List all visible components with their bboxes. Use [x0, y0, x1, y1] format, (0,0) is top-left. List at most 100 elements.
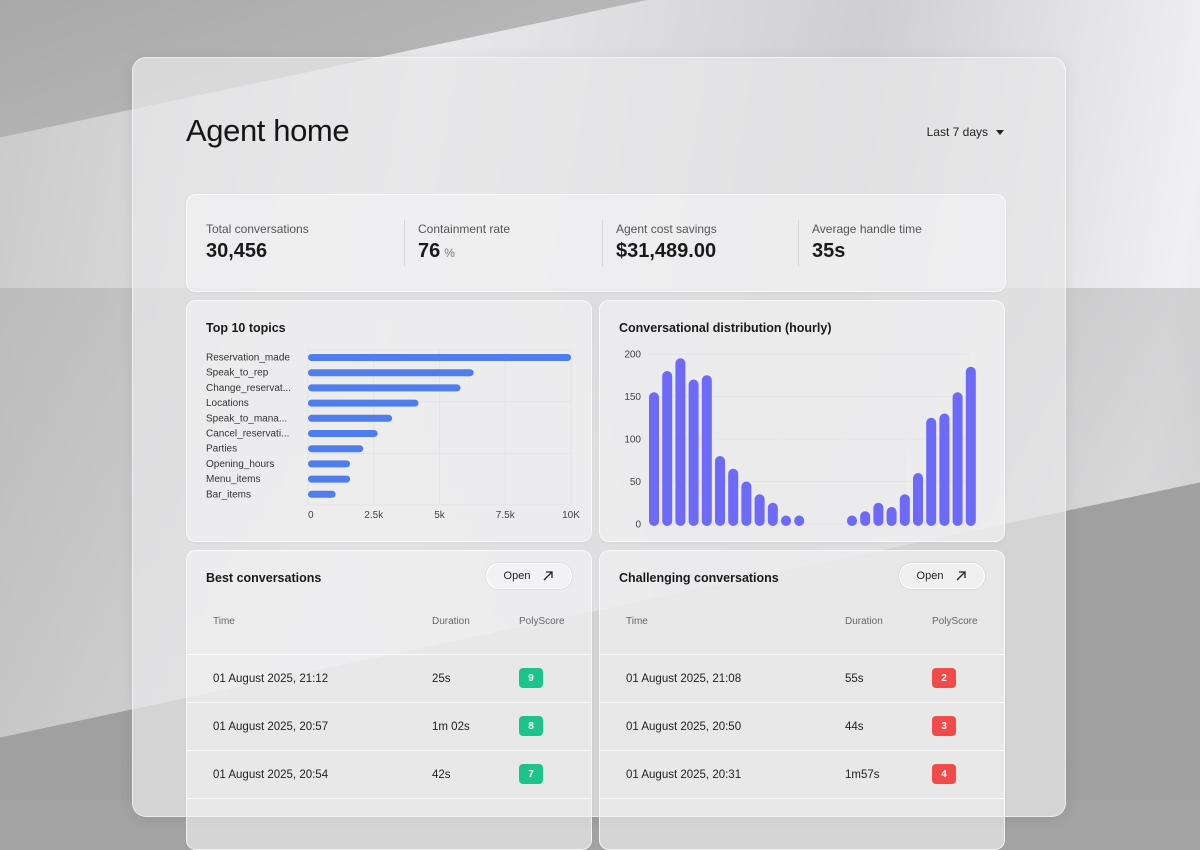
table-row[interactable]: 01 August 2025, 20:54 42s 7 — [186, 750, 592, 799]
bar — [847, 515, 857, 526]
caret-down-icon — [996, 129, 1004, 135]
bar — [308, 445, 364, 453]
category-label: Bar_items — [206, 489, 251, 500]
table-row[interactable]: 01 August 2025, 21:08 55s 2 — [599, 654, 1005, 703]
open-label: Open — [916, 570, 944, 582]
bar — [767, 502, 778, 526]
table-row-divider — [186, 798, 592, 847]
cell-time: 01 August 2025, 20:50 — [626, 721, 742, 733]
arrow-up-right-icon — [956, 571, 967, 581]
bar — [308, 369, 474, 377]
bar — [939, 413, 950, 526]
cell-duration: 1m 02s — [432, 721, 470, 733]
cell-duration: 42s — [432, 769, 451, 781]
polyscore-badge: 4 — [932, 764, 956, 784]
hourly-distribution-chart: 0 50 100 150 200 — [624, 350, 976, 531]
column-header-polyscore[interactable]: PolyScore — [932, 616, 978, 627]
x-tick-label: 10K — [562, 510, 580, 521]
column-header-duration[interactable]: Duration — [845, 616, 883, 627]
bar — [913, 473, 923, 526]
bar — [794, 515, 805, 526]
cell-time: 01 August 2025, 20:31 — [626, 769, 742, 781]
top-topics-chart: Reservation_made Speak_to_rep Change_reser… — [206, 349, 580, 521]
y-tick-label: 100 — [624, 435, 641, 446]
y-tick-label: 0 — [635, 520, 641, 531]
card-title: Conversational distribution (hourly) — [619, 321, 832, 335]
cell-duration: 25s — [432, 673, 451, 685]
bar — [308, 475, 351, 483]
stats-card: Total conversations 30,456 Containment r… — [186, 194, 1006, 292]
polyscore-badge: 8 — [519, 716, 543, 736]
bar — [860, 511, 871, 526]
category-label: Speak_to_mana... — [206, 413, 287, 424]
polyscore-badge: 9 — [519, 668, 543, 688]
challenging-conversations-card: Challenging conversations Open Time Dura… — [599, 550, 1005, 850]
date-range-label: Last 7 days — [926, 125, 988, 139]
bar — [715, 456, 725, 526]
table-row[interactable]: 01 August 2025, 20:57 1m 02s 8 — [186, 702, 592, 751]
distribution-card: Conversational distribution (hourly) 0 50… — [599, 300, 1005, 542]
y-tick-label: 150 — [624, 392, 641, 403]
bar — [308, 460, 351, 468]
bar — [688, 379, 699, 526]
bar — [781, 515, 791, 526]
category-label: Reservation_made — [206, 353, 290, 364]
divider — [602, 220, 603, 266]
arrow-up-right-icon — [543, 571, 554, 581]
bar — [965, 366, 976, 526]
stat-unit: % — [444, 246, 455, 260]
top-topics-card: Top 10 topics Reservation_made Speak_to_r… — [186, 300, 592, 542]
stat-value: $31,489.00 — [616, 240, 717, 262]
divider — [404, 220, 405, 266]
date-range-dropdown[interactable]: Last 7 days — [927, 125, 1004, 139]
cell-time: 01 August 2025, 21:08 — [626, 673, 742, 685]
category-label: Speak_to_rep — [206, 368, 269, 379]
polyscore-badge: 7 — [519, 764, 543, 784]
bar — [308, 414, 393, 422]
cell-duration: 44s — [845, 721, 864, 733]
category-label: Cancel_reservati... — [206, 429, 289, 440]
bar — [952, 392, 963, 526]
bar — [926, 417, 937, 526]
card-title: Best conversations — [206, 571, 322, 585]
column-header-time[interactable]: Time — [213, 616, 235, 627]
column-header-polyscore[interactable]: PolyScore — [519, 616, 565, 627]
bar — [308, 354, 571, 361]
best-conversations-card: Best conversations Open Time Duration Po… — [186, 550, 592, 850]
y-tick-label: 200 — [624, 350, 641, 361]
bar — [701, 375, 712, 526]
category-label: Opening_hours — [206, 459, 274, 470]
card-title: Challenging conversations — [619, 571, 779, 585]
bar — [662, 371, 673, 526]
x-tick-label: 2.5k — [364, 510, 384, 521]
cell-duration: 55s — [845, 673, 864, 685]
stat-value: 76% — [418, 240, 455, 262]
stat-label: Total conversations — [206, 222, 309, 236]
stat-label: Containment rate — [418, 222, 511, 236]
bar — [899, 494, 910, 526]
column-header-duration[interactable]: Duration — [432, 616, 470, 627]
bar — [308, 384, 461, 392]
stat-value: 30,456 — [206, 240, 268, 262]
bar — [308, 430, 378, 437]
category-label: Change_reservat... — [206, 383, 291, 394]
table-row[interactable]: 01 August 2025, 21:12 25s 9 — [186, 654, 592, 703]
bar — [675, 358, 686, 526]
cell-time: 01 August 2025, 20:57 — [213, 721, 329, 733]
polyscore-badge: 3 — [932, 716, 956, 736]
open-challenging-button[interactable]: Open — [899, 563, 985, 589]
stat-value: 35s — [812, 240, 846, 262]
app-window: Agent home Last 7 days Total conversatio… — [132, 57, 1066, 850]
cell-time: 01 August 2025, 20:54 — [213, 769, 329, 781]
stat-label: Average handle time — [812, 222, 922, 236]
y-tick-label: 50 — [630, 477, 642, 488]
table-row[interactable]: 01 August 2025, 20:31 1m57s 4 — [599, 750, 1005, 799]
bar — [728, 468, 739, 526]
table-row[interactable]: 01 August 2025, 20:50 44s 3 — [599, 702, 1005, 751]
column-header-time[interactable]: Time — [626, 616, 648, 627]
cell-time: 01 August 2025, 21:12 — [213, 673, 329, 685]
page-title: Agent home — [186, 113, 350, 148]
category-label: Locations — [206, 398, 249, 409]
open-best-button[interactable]: Open — [486, 563, 572, 589]
x-tick-label: 5k — [434, 510, 446, 521]
